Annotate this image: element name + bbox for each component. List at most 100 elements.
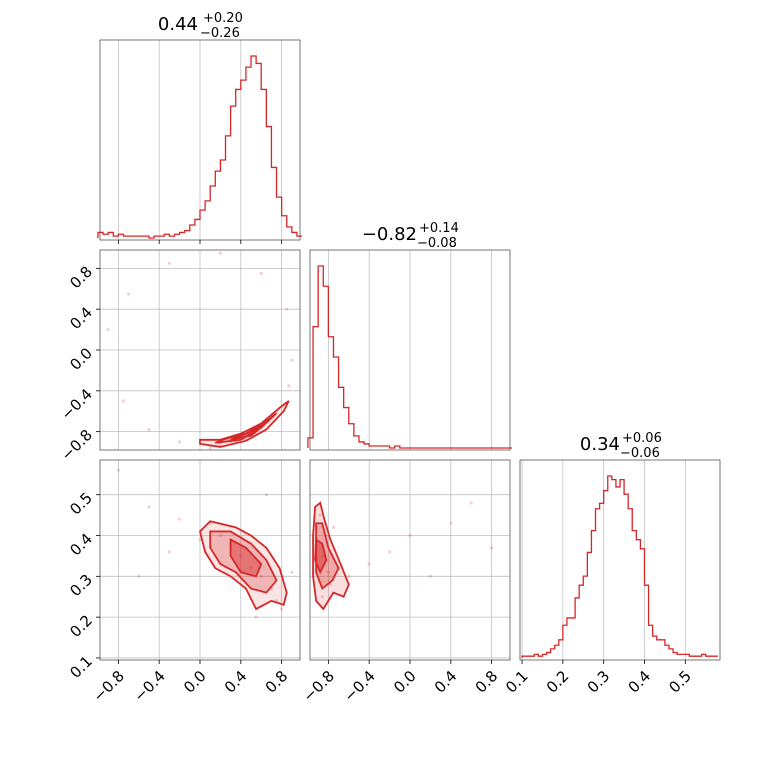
scatter-point-7	[387, 550, 392, 554]
param-1-title: 0.44	[158, 14, 198, 35]
contour-inner	[229, 538, 263, 578]
param-1-minus: −0.26	[200, 26, 240, 41]
scatter-point-11	[239, 554, 243, 558]
panel-31-scatter	[116, 468, 294, 619]
xtick-label-3: 0.4	[431, 667, 461, 697]
panel-31-yticks: 0.1 0.2 0.3 0.4 0.5	[66, 489, 100, 682]
ytick-label-3: 0.4	[66, 303, 96, 333]
panel-21-grid	[100, 250, 300, 450]
scatter-point-8	[287, 384, 291, 388]
xtick-label-4: 0.8	[472, 667, 502, 697]
scatter-point-6	[367, 562, 371, 566]
scatter-point-17	[254, 615, 258, 619]
ytick-label-0: 0.1	[66, 652, 96, 682]
xtick-label-0: 0.1	[502, 667, 532, 697]
panel-hist-param-1: 0.44 +0.20 −0.26	[97, 11, 303, 244]
contour-outer	[312, 501, 350, 611]
scatter-point-2	[259, 574, 263, 578]
panel-hist-param-1-ticks	[117, 240, 283, 244]
panel-2d-param-3-vs-param-2: −0.8 −0.4 0.0 0.4 0.8	[300, 459, 511, 705]
scatter-point-8	[408, 533, 412, 538]
param-3-title: 0.34	[580, 434, 620, 455]
param-1-value: 0.44	[158, 14, 198, 35]
panel-hist-param-2: −0.82 +0.14 −0.08	[307, 221, 513, 451]
param-2-title: −0.82	[362, 224, 417, 245]
panel-31-xticks: −0.8 −0.4 0.0 0.4 0.8	[90, 660, 292, 705]
scatter-point-12	[320, 595, 324, 599]
panel-2d-param-2-vs-param-1: −0.8−0.4 0.0 0.4 0.8	[57, 249, 301, 464]
scatter-point-15	[106, 327, 110, 332]
ytick-label-2: 0.0	[66, 344, 96, 374]
scatter-point-14	[428, 574, 433, 578]
xtick-label-4: 0.5	[665, 667, 695, 697]
hist-param-3-line	[521, 475, 718, 658]
scatter-point-14	[264, 493, 268, 497]
param-2-plus: +0.14	[419, 221, 459, 236]
scatter-point-11	[318, 513, 322, 517]
ytick-label-3: 0.4	[66, 530, 96, 560]
hist-param-1-line	[97, 55, 303, 239]
scatter-point-13	[167, 261, 171, 265]
contour-inner	[314, 537, 328, 575]
ytick-label-4: 0.5	[66, 489, 96, 519]
ytick-label-2: 0.3	[66, 571, 96, 601]
panel-31-grid	[100, 460, 300, 660]
panel-hist-param-3-bg	[520, 460, 720, 660]
ytick-label-1: 0.2	[66, 611, 96, 641]
scatter-point-12	[218, 251, 223, 255]
param-1-plus: +0.20	[203, 11, 243, 26]
panel-31-contours	[199, 520, 288, 611]
xtick-label-4: 0.8	[262, 667, 292, 697]
xtick-label-2: 0.3	[584, 667, 614, 697]
panel-32-grid	[310, 460, 510, 660]
scatter-point-14	[126, 292, 131, 296]
panel-2d-param-3-vs-param-1: 0.1 0.2 0.3 0.4 0.5 −0.8 −0.4 0.0 0.4 0.8	[66, 459, 301, 705]
xtick-label-0: −0.8	[90, 667, 128, 705]
ytick-label-0: −0.8	[57, 426, 95, 464]
scatter-point-9	[449, 521, 453, 525]
contour-inner	[230, 424, 264, 441]
contour-mid	[209, 530, 278, 594]
panel-32-contours	[312, 501, 350, 611]
param-3-minus: −0.06	[620, 446, 660, 461]
scatter-point-7	[121, 399, 126, 403]
scatter-point-13	[331, 525, 336, 529]
xtick-label-1: −0.4	[340, 667, 378, 705]
scatter-point-2	[326, 570, 330, 574]
xtick-label-0: −0.8	[300, 667, 338, 705]
panel-21-yticks: −0.8−0.4 0.0 0.4 0.8	[57, 263, 100, 464]
xtick-label-2: 0.0	[390, 667, 420, 697]
scatter-point-5	[347, 574, 351, 578]
scatter-point-1	[249, 566, 253, 570]
param-3-plus: +0.06	[622, 431, 662, 446]
scatter-point-7	[147, 505, 151, 509]
xtick-label-3: 0.4	[221, 667, 251, 697]
xtick-label-3: 0.4	[625, 667, 655, 697]
panel-hist-param-2-grid	[327, 250, 493, 450]
contour-mid	[315, 522, 340, 591]
scatter-point-15	[469, 501, 473, 505]
panel-hist-param-3-frame	[519, 459, 721, 661]
scatter-point-4	[218, 443, 223, 447]
ytick-label-1: −0.4	[57, 385, 95, 423]
panel-33-xticks: 0.1 0.2 0.3 0.4 0.5	[502, 660, 695, 697]
scatter-point-8	[116, 468, 120, 472]
scatter-point-12	[198, 537, 202, 542]
scatter-point-5	[177, 440, 182, 444]
scatter-point-16	[137, 574, 141, 578]
scatter-point-9	[290, 358, 294, 362]
scatter-point-10	[490, 546, 494, 550]
panel-hist-param-2-frame	[309, 249, 511, 451]
scatter-point-6	[177, 517, 182, 521]
scatter-point-16	[208, 446, 212, 450]
scatter-point-11	[259, 271, 263, 276]
panel-hist-param-3: 0.1 0.2 0.3 0.4 0.5 0.34 +0.06 −0.06	[502, 431, 721, 697]
panel-hist-param-1-grid	[117, 40, 283, 240]
scatter-point-6	[147, 427, 151, 432]
ytick-label-4: 0.8	[66, 263, 96, 293]
xtick-label-1: −0.4	[130, 667, 168, 705]
xtick-label-2: 0.0	[180, 667, 210, 697]
scatter-point-13	[167, 550, 171, 554]
hist-param-2-line	[307, 265, 513, 449]
